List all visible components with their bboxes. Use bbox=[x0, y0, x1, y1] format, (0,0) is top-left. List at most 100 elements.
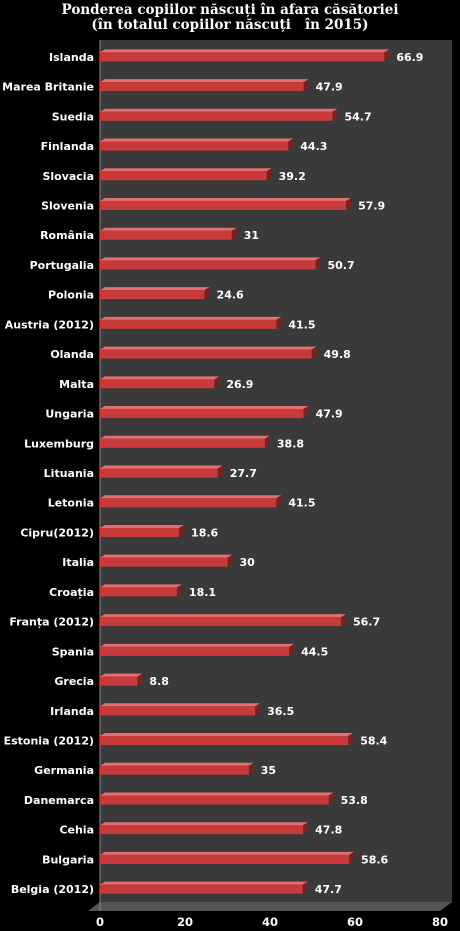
bar bbox=[100, 260, 316, 270]
value-label: 66.9 bbox=[396, 51, 423, 64]
bar bbox=[100, 200, 347, 210]
value-label: 41.5 bbox=[288, 318, 315, 331]
bar bbox=[100, 438, 265, 448]
category-label: Estonia (2012) bbox=[4, 735, 94, 748]
bar-side bbox=[276, 495, 282, 508]
value-label: 27.7 bbox=[230, 467, 257, 480]
bar-side bbox=[179, 524, 185, 537]
category-label: România bbox=[40, 229, 94, 242]
bar bbox=[100, 706, 256, 716]
bar bbox=[100, 795, 329, 805]
bar-top bbox=[100, 346, 317, 350]
bar bbox=[100, 349, 312, 359]
bar bbox=[100, 111, 333, 121]
bar-side bbox=[214, 376, 220, 389]
bar bbox=[100, 498, 277, 508]
category-label: Irlanda bbox=[50, 705, 94, 718]
bar bbox=[100, 765, 249, 775]
value-label: 56.7 bbox=[353, 616, 380, 629]
category-label: Danemarca bbox=[24, 794, 94, 807]
value-label: 31 bbox=[244, 229, 259, 242]
bar-side bbox=[288, 138, 294, 151]
bar bbox=[100, 409, 304, 419]
value-label: 58.6 bbox=[361, 853, 388, 866]
category-label: Lituania bbox=[44, 467, 94, 480]
x-tick-label: 40 bbox=[262, 915, 278, 929]
bar bbox=[100, 230, 232, 240]
value-label: 50.7 bbox=[327, 259, 354, 272]
bar-top bbox=[100, 792, 334, 796]
bar bbox=[100, 646, 290, 656]
category-label: Cipru(2012) bbox=[20, 526, 94, 539]
bar bbox=[100, 141, 289, 151]
category-label: Bulgaria bbox=[42, 853, 94, 866]
value-label: 36.5 bbox=[267, 705, 294, 718]
bar-side bbox=[346, 197, 352, 210]
value-label: 54.7 bbox=[344, 110, 371, 123]
bar-top bbox=[100, 287, 210, 291]
bar-top bbox=[100, 316, 282, 320]
bar-top bbox=[100, 762, 254, 766]
bar-side bbox=[248, 762, 254, 775]
bar bbox=[100, 171, 267, 181]
bar-side bbox=[303, 79, 309, 92]
bar-side bbox=[276, 316, 282, 329]
bar-top bbox=[100, 673, 143, 677]
category-label: Malta bbox=[59, 378, 94, 391]
bar bbox=[100, 527, 180, 537]
chart-title-line-1: Ponderea copiilor născuți în afara căsăt… bbox=[61, 2, 399, 18]
plot-back-wall bbox=[100, 40, 452, 902]
category-label: Ungaria bbox=[45, 408, 94, 421]
chart-title-line-2: (în totalul copiilor născuți în 2015) bbox=[91, 17, 369, 33]
bar-top bbox=[100, 584, 182, 588]
bar-top bbox=[100, 197, 352, 201]
bar-side bbox=[217, 465, 223, 478]
bar-side bbox=[176, 584, 182, 597]
bar-top bbox=[100, 822, 309, 826]
bar-side bbox=[231, 227, 237, 240]
bar-top bbox=[100, 257, 321, 261]
bar bbox=[100, 617, 341, 627]
category-label: Grecia bbox=[54, 675, 94, 688]
bar-side bbox=[332, 108, 338, 121]
bar bbox=[100, 290, 205, 300]
bar-side bbox=[266, 168, 272, 181]
category-label: Luxemburg bbox=[24, 437, 94, 450]
bar bbox=[100, 379, 215, 389]
value-label: 26.9 bbox=[226, 378, 253, 391]
value-label: 58.4 bbox=[360, 735, 387, 748]
bar-top bbox=[100, 406, 309, 410]
category-label: Islanda bbox=[49, 51, 94, 64]
bar-top bbox=[100, 524, 185, 528]
bar-side bbox=[227, 554, 233, 567]
value-label: 24.6 bbox=[217, 289, 244, 302]
bar-side bbox=[349, 851, 355, 864]
bar-top bbox=[100, 79, 309, 83]
category-label: Franța (2012) bbox=[9, 616, 94, 629]
bar bbox=[100, 557, 228, 567]
bar-top bbox=[100, 495, 282, 499]
category-label: Spania bbox=[52, 645, 94, 658]
bar-top bbox=[100, 168, 272, 172]
bar-top bbox=[100, 851, 355, 855]
bar-side bbox=[328, 792, 334, 805]
bar-top bbox=[100, 376, 220, 380]
value-label: 41.5 bbox=[288, 497, 315, 510]
value-label: 47.9 bbox=[316, 408, 343, 421]
category-label: Germania bbox=[34, 764, 94, 777]
bar-top bbox=[100, 614, 346, 618]
bar bbox=[100, 884, 303, 894]
bar bbox=[100, 587, 177, 597]
bar-side bbox=[204, 287, 210, 300]
bar-side bbox=[255, 703, 261, 716]
bar-side bbox=[264, 435, 270, 448]
x-tick-label: 80 bbox=[432, 915, 448, 929]
category-label: Slovenia bbox=[41, 199, 94, 212]
bar-side bbox=[302, 881, 308, 894]
value-label: 49.8 bbox=[324, 348, 351, 361]
bar-top bbox=[100, 465, 223, 469]
category-label: Finlanda bbox=[41, 140, 94, 153]
category-label: Suedia bbox=[52, 110, 94, 123]
bar-side bbox=[384, 49, 390, 62]
